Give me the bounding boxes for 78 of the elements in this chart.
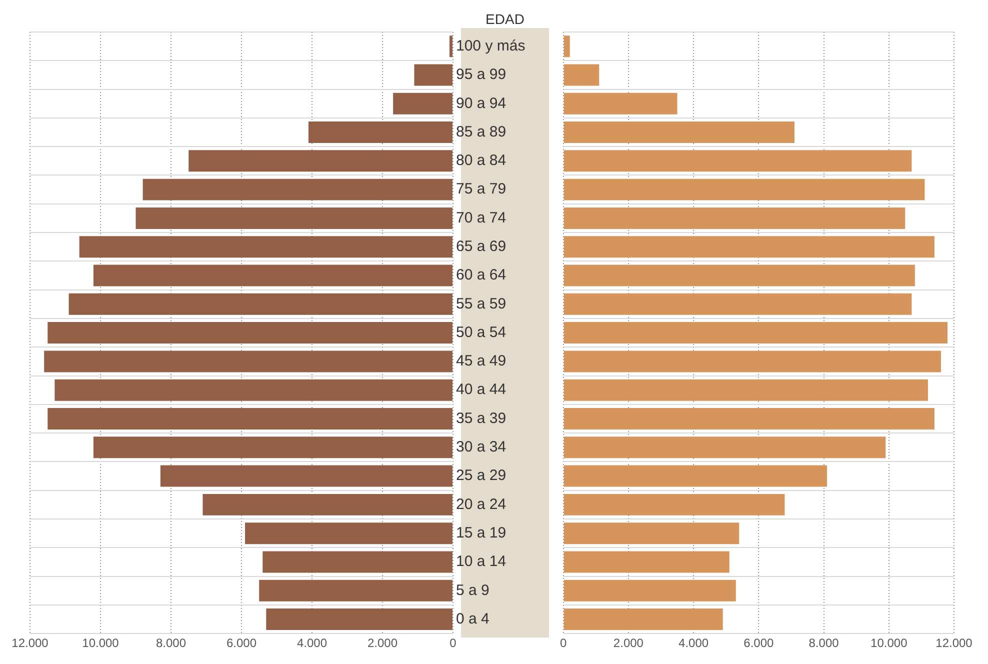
bar [79,236,452,258]
bar [564,379,928,401]
bar [564,122,794,144]
bar [449,36,452,58]
bar [564,408,934,430]
bar [564,236,934,258]
y-tick-label: 100 y más [456,37,526,54]
bar [564,322,948,344]
y-tick-label: 0 a 4 [456,610,490,628]
bar [136,207,452,229]
y-tick-label: 30 a 34 [456,438,506,456]
bar [93,436,452,458]
bar [202,494,452,516]
bar [266,608,452,630]
bar [564,350,941,372]
bar [68,293,452,315]
text: EDAD [486,10,524,27]
bar [564,64,600,86]
y-tick-label: 55 a 59 [456,295,506,312]
y-tick-label: 50 a 54 [456,324,506,341]
bar [564,92,678,114]
y-tick-label: 65 a 69 [456,238,506,255]
y-tick-label: 60 a 64 [456,266,506,284]
bar [93,264,452,286]
bar [245,522,452,544]
bar [564,465,828,487]
y-tick-label: 15 a 19 [456,524,506,542]
bar [48,408,452,430]
y-tick-label: 25 a 29 [456,467,506,484]
y-tick-label: 90 a 94 [456,94,506,112]
x-tick-label: 12.000 [936,636,973,650]
x-tick-label: 4.000 [678,636,709,650]
x-tick-label: 8.000 [808,636,840,650]
x-tick-label: 2.000 [613,636,644,650]
bar [564,207,906,229]
x-tick-label: 12.000 [12,636,49,650]
y-tick-label: 95 a 99 [456,66,506,84]
bar [564,178,925,200]
x-tick-label: 10.000 [82,636,120,650]
x-tick-label: 0 [560,636,567,650]
bar [188,150,452,172]
bar [262,551,452,573]
bar [564,580,736,602]
bar [142,178,452,200]
bar [259,580,452,602]
bar [564,608,723,630]
bar [308,122,452,144]
bar [564,436,886,458]
bar [564,150,912,172]
y-tick-label: 35 a 39 [456,410,506,427]
bar [564,522,740,544]
y-tick-label: 75 a 79 [456,180,506,198]
y-tick-label: 85 a 89 [456,123,506,140]
x-tick-label: 4.000 [296,636,328,650]
y-tick-label: 20 a 24 [456,496,506,513]
x-tick-label: 6.000 [744,636,774,650]
bar [393,92,452,114]
bar [564,551,730,573]
bar [564,36,570,58]
y-tick-label: 5 a 9 [456,582,490,599]
x-tick-label: 6.000 [226,636,257,650]
bar [564,293,912,315]
bar [54,379,452,401]
bar [160,465,452,487]
y-tick-label: 70 a 74 [456,209,506,226]
x-tick-label: 8.000 [156,636,186,650]
bar [414,64,452,86]
bar [48,322,452,344]
y-tick-label: 80 a 84 [456,152,506,170]
bar [44,350,452,372]
y-tick-label: 10 a 14 [456,553,506,570]
bar [564,264,915,286]
x-tick-label: 2.000 [367,636,398,650]
x-tick-label: 10.000 [870,636,908,650]
bar [564,494,785,516]
y-tick-label: 45 a 49 [456,352,506,370]
x-tick-label: 0 [450,636,457,650]
y-tick-label: 40 a 44 [456,381,506,398]
